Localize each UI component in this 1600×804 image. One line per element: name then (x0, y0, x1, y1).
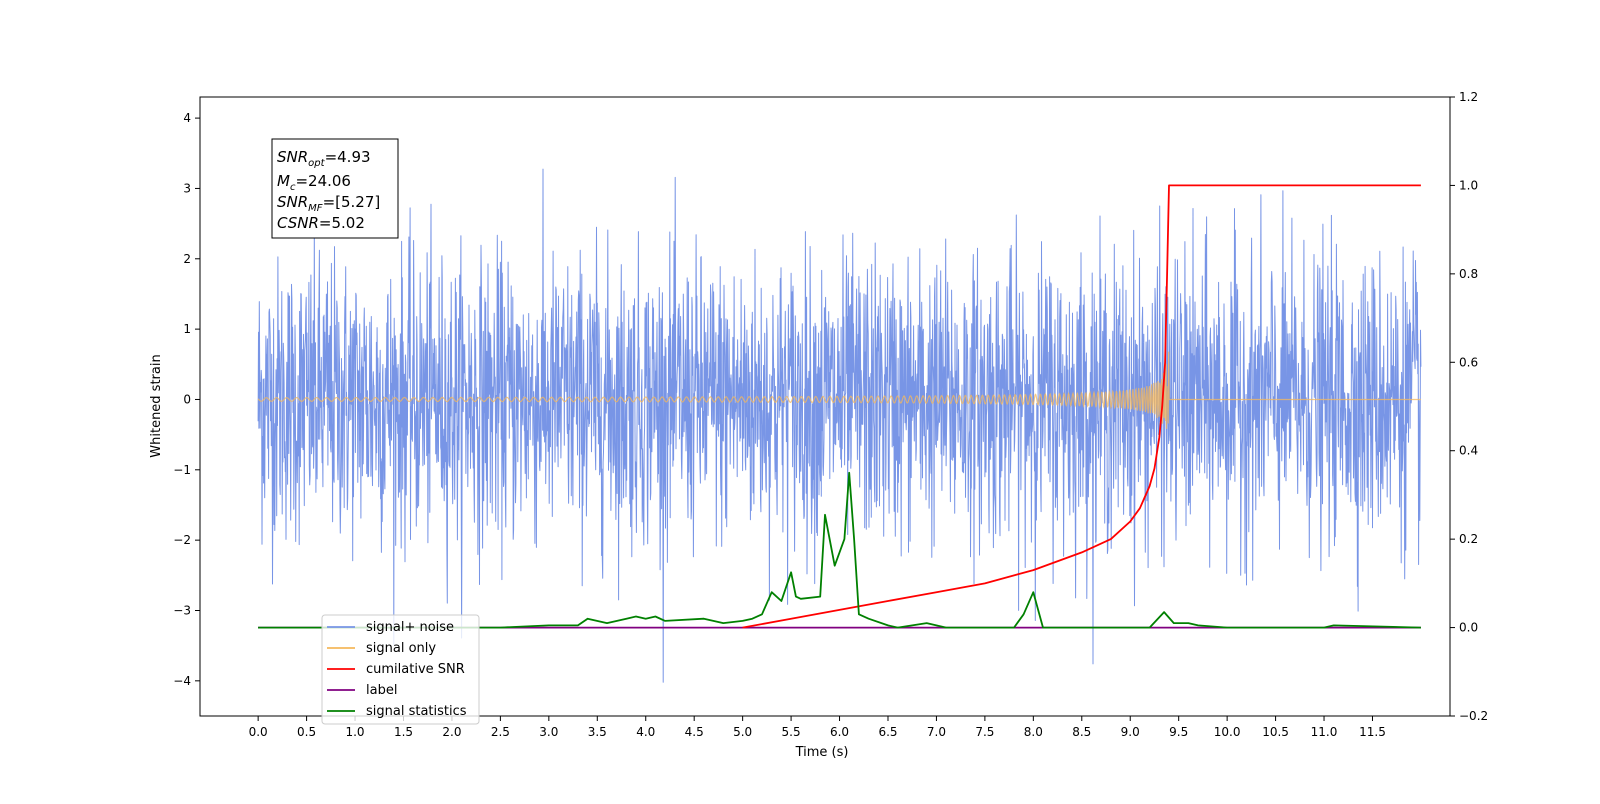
y2-tick-label: −0.2 (1459, 709, 1488, 723)
y2-tick-label: 0.0 (1459, 621, 1478, 635)
x-tick-label: 9.0 (1121, 725, 1140, 739)
x-tick-label: 6.5 (878, 725, 897, 739)
y-axis-label: Whitened strain (149, 354, 164, 457)
x-tick-label: 10.0 (1214, 725, 1241, 739)
x-tick-label: 3.5 (588, 725, 607, 739)
y-axis-left: 4 3 2 1 0 −1 −2 −3 −4 (173, 111, 200, 688)
x-tick-label: 11.0 (1311, 725, 1338, 739)
legend: signal+ noise signal only cumilative SNR… (321, 614, 480, 725)
y2-tick-label: 0.4 (1459, 444, 1478, 458)
x-tick-label: 9.5 (1169, 725, 1188, 739)
x-tick-label: 11.5 (1359, 725, 1386, 739)
x-tick-label: 8.5 (1072, 725, 1091, 739)
x-axis: 0.0 0.5 1.0 1.5 2.0 2.5 3.0 3.5 4.0 4.5 5.0 5.5 6.0 6… (249, 716, 1386, 739)
y-tick-label: 2 (183, 252, 191, 266)
y-axis-right: 1.2 1.0 0.8 0.6 0.4 0.2 0.0 −0.2 (1450, 90, 1488, 723)
x-tick-label: 4.0 (636, 725, 655, 739)
annotation-snr-opt-value: =4.93 (325, 148, 371, 166)
legend-label-signal-noise: signal+ noise (366, 620, 454, 635)
x-tick-label: 3.0 (539, 725, 558, 739)
annotation-mc-value: =24.06 (295, 172, 351, 190)
annotation-snr-opt-base: SNR (277, 148, 308, 166)
annotation-snr-mf-sub: MF (308, 203, 323, 214)
x-tick-label: 5.5 (782, 725, 801, 739)
svg-text:CSNR=5.02: CSNR=5.02 (277, 214, 365, 232)
annotation-box: SNRopt=4.93 Mc=24.06 SNRMF=[5.27] CSNR=5… (271, 138, 399, 239)
y2-tick-label: 1.2 (1459, 90, 1478, 104)
annotation-mc-base: M (277, 172, 290, 190)
x-tick-label: 7.0 (927, 725, 946, 739)
y-tick-label: −2 (173, 533, 191, 547)
y-tick-label: −3 (173, 603, 191, 617)
series-signal-statistics (258, 471, 1421, 629)
annotation-mc-sub: c (290, 182, 296, 193)
svg-text:Mc=24.06: Mc=24.06 (277, 172, 351, 193)
series-cumilative-snr (742, 184, 1421, 629)
y-tick-label: 0 (183, 392, 191, 406)
x-tick-label: 2.0 (442, 725, 461, 739)
annotation-snr-opt-sub: opt (308, 158, 325, 169)
y-tick-label: 4 (183, 111, 191, 125)
x-tick-label: 4.5 (685, 725, 704, 739)
y2-tick-label: 0.6 (1459, 355, 1478, 369)
annotation-csnr-base: CSNR (277, 214, 319, 232)
annotation-snr-mf-value: =[5.27] (323, 193, 381, 211)
y-tick-label: 3 (183, 181, 191, 195)
x-tick-label: 8.0 (1024, 725, 1043, 739)
x-tick-label: 6.0 (830, 725, 849, 739)
annotation-snr-mf-base: SNR (277, 193, 308, 211)
series-signal-noise (257, 168, 1422, 683)
x-tick-label: 5.0 (733, 725, 752, 739)
x-tick-label: 0.0 (249, 725, 268, 739)
svg-text:SNRMF=[5.27]: SNRMF=[5.27] (277, 193, 380, 214)
x-tick-label: 2.5 (491, 725, 510, 739)
x-tick-label: 7.5 (975, 725, 994, 739)
series-signal-only (257, 351, 1421, 429)
y-tick-label: −1 (173, 463, 191, 477)
y2-tick-label: 0.2 (1459, 532, 1478, 546)
legend-label-label: label (366, 683, 397, 698)
legend-label-signal-statistics: signal statistics (366, 704, 467, 719)
legend-label-signal-only: signal only (366, 641, 436, 656)
x-tick-label: 1.0 (345, 725, 364, 739)
y-tick-label: −4 (173, 674, 191, 688)
x-axis-label: Time (s) (795, 745, 849, 760)
annotation-csnr-value: =5.02 (319, 214, 365, 232)
y-tick-label: 1 (183, 322, 191, 336)
svg-text:SNRopt=4.93: SNRopt=4.93 (277, 148, 371, 169)
y2-tick-label: 0.8 (1459, 267, 1478, 281)
x-tick-label: 10.5 (1262, 725, 1289, 739)
x-tick-label: 0.5 (297, 725, 316, 739)
y2-tick-label: 1.0 (1459, 178, 1478, 192)
plot-frame (199, 96, 1451, 717)
legend-label-cumilative-snr: cumilative SNR (366, 662, 465, 677)
x-tick-label: 1.5 (394, 725, 413, 739)
